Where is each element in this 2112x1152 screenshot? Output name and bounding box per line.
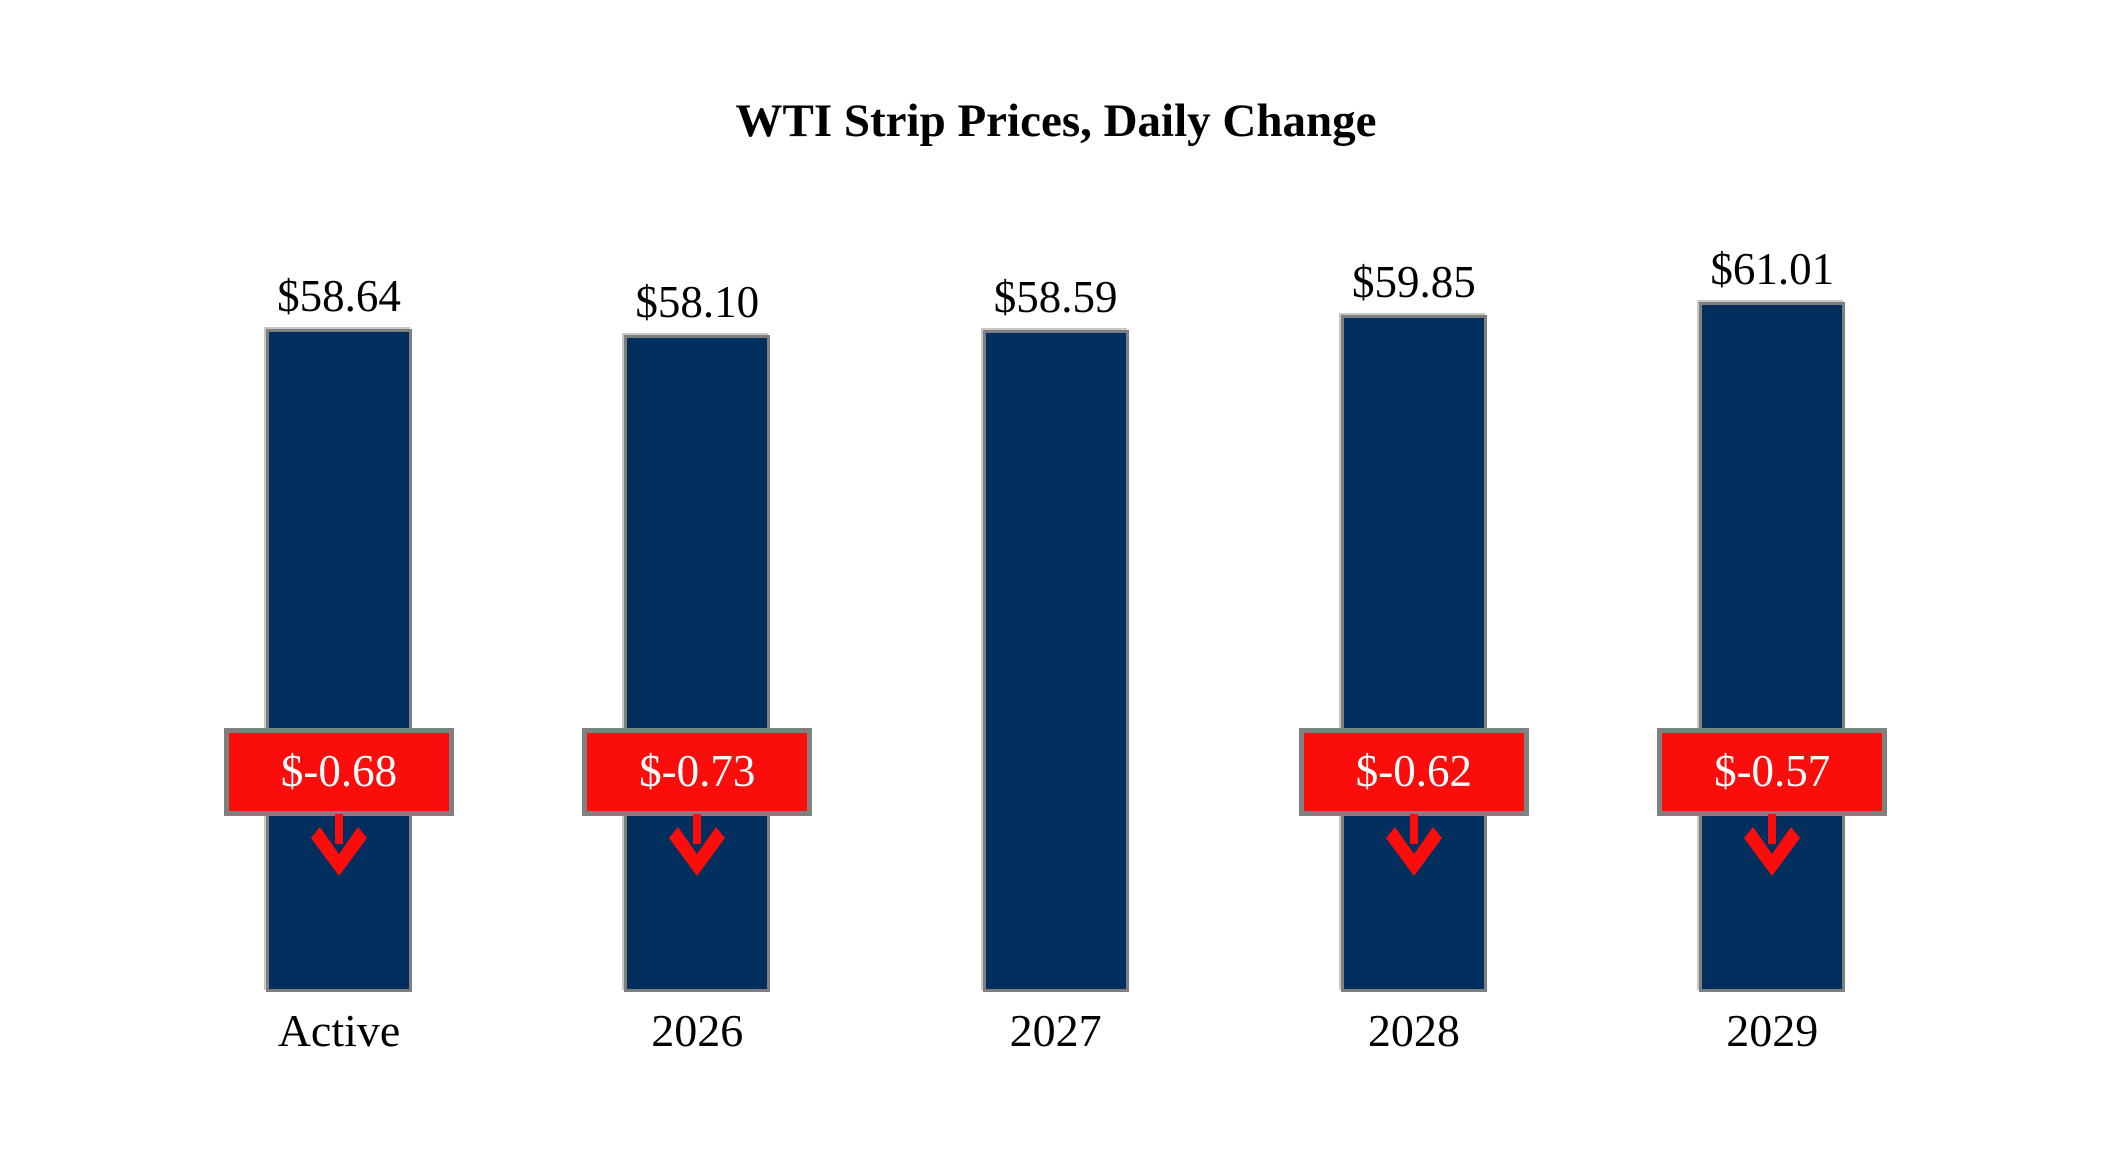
category-label: 2028 [1367, 1005, 1460, 1056]
category-label: 2029 [1726, 1005, 1819, 1056]
bar [266, 329, 412, 992]
down-arrow-icon [1385, 814, 1442, 876]
category-label: 2027 [1009, 1005, 1102, 1056]
down-arrow-icon [669, 814, 726, 876]
down-arrow-icon [311, 814, 367, 876]
daily-change-badge: $-0.62 [1298, 728, 1529, 816]
bar [1340, 315, 1487, 992]
category-label: 2026 [651, 1005, 744, 1056]
chart-title: WTI Strip Prices, Daily Change [735, 95, 1377, 147]
daily-change-badge: $-0.68 [224, 728, 454, 816]
bar-value-label: $58.64 [277, 271, 401, 321]
bar-value-label: $61.01 [1710, 244, 1835, 294]
down-arrow-icon [1744, 814, 1801, 876]
bar [624, 335, 771, 992]
bar-value-label: $59.85 [1352, 257, 1476, 307]
bar [1699, 302, 1846, 992]
daily-change-badge: $-0.73 [582, 728, 813, 816]
bar-value-label: $58.10 [635, 277, 760, 327]
bar [982, 330, 1129, 992]
category-label: Active [277, 1005, 401, 1056]
daily-change-badge: $-0.57 [1657, 728, 1888, 816]
bar-value-label: $58.59 [993, 272, 1118, 322]
